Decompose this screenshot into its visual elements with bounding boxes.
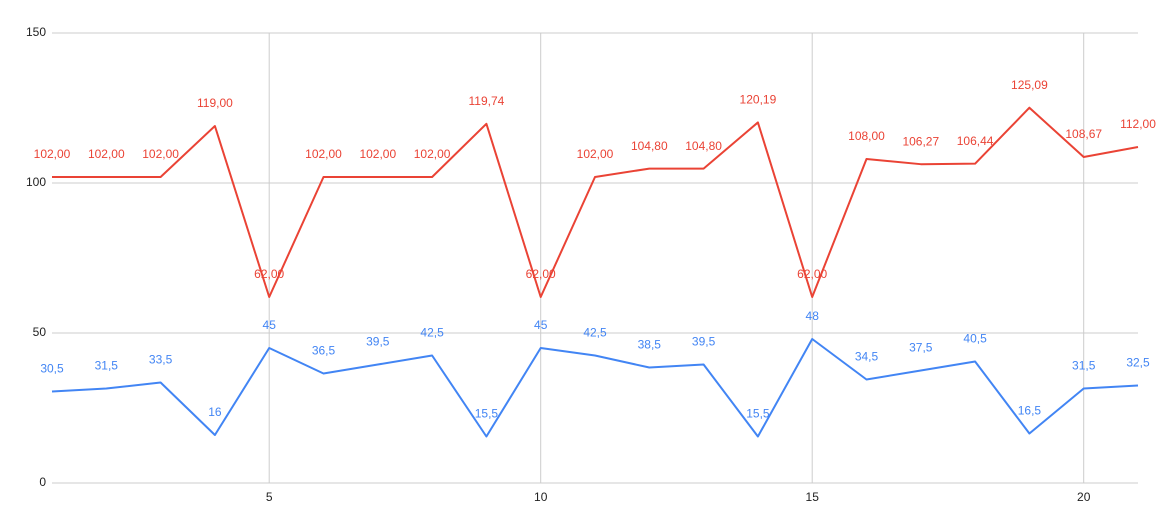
data-label: 102,00 <box>305 147 342 161</box>
data-label: 45 <box>534 318 548 332</box>
data-label: 106,27 <box>902 134 939 148</box>
data-label: 15,5 <box>475 407 499 421</box>
data-label: 102,00 <box>88 147 125 161</box>
x-tick-label: 20 <box>1077 490 1091 504</box>
data-label: 16 <box>208 405 222 419</box>
data-label: 42,5 <box>583 326 607 340</box>
data-label: 120,19 <box>740 93 777 107</box>
data-label: 38,5 <box>638 338 662 352</box>
data-label: 62,00 <box>254 267 284 281</box>
data-label: 16,5 <box>1018 404 1042 418</box>
data-label: 31,5 <box>95 359 119 373</box>
y-tick-label: 150 <box>26 25 46 39</box>
data-label: 15,5 <box>746 407 770 421</box>
data-label: 106,44 <box>957 134 994 148</box>
data-label: 48 <box>806 309 820 323</box>
data-label: 42,5 <box>420 326 444 340</box>
x-tick-label: 10 <box>534 490 548 504</box>
data-label: 108,00 <box>848 129 885 143</box>
data-label: 102,00 <box>359 147 396 161</box>
data-label: 62,00 <box>797 267 827 281</box>
data-label: 104,80 <box>631 139 668 153</box>
data-label: 36,5 <box>312 344 336 358</box>
data-label: 34,5 <box>855 350 879 364</box>
data-label: 39,5 <box>692 335 716 349</box>
y-tick-label: 0 <box>39 475 46 489</box>
y-tick-label: 50 <box>33 325 47 339</box>
data-label: 30,5 <box>40 362 64 376</box>
data-label: 40,5 <box>963 332 987 346</box>
data-label: 108,67 <box>1065 127 1102 141</box>
data-label: 102,00 <box>142 147 179 161</box>
data-label: 125,09 <box>1011 78 1048 92</box>
data-label: 112,00 <box>1120 117 1156 131</box>
data-label: 32,5 <box>1126 356 1150 370</box>
x-tick-label: 15 <box>806 490 820 504</box>
data-label: 102,00 <box>577 147 614 161</box>
data-label: 37,5 <box>909 341 933 355</box>
data-label: 102,00 <box>414 147 451 161</box>
data-label: 119,00 <box>197 96 233 110</box>
x-tick-label: 5 <box>266 490 273 504</box>
data-label: 39,5 <box>366 335 390 349</box>
y-tick-label: 100 <box>26 175 46 189</box>
data-label: 31,5 <box>1072 359 1096 373</box>
data-label: 62,00 <box>526 267 556 281</box>
data-label: 102,00 <box>34 147 71 161</box>
series-line <box>52 106 1139 298</box>
data-label: 33,5 <box>149 353 173 367</box>
series-line <box>51 338 1139 438</box>
data-label: 119,74 <box>468 94 504 108</box>
data-label: 45 <box>263 318 277 332</box>
data-label: 104,80 <box>685 139 722 153</box>
